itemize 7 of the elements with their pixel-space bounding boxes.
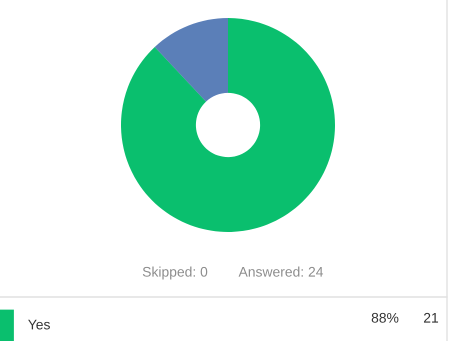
text: Skipped: 0 bbox=[142, 266, 208, 280]
donut-slice bbox=[154, 18, 228, 102]
data-label: 88% bbox=[372, 312, 398, 323]
legend-label: Yes bbox=[28, 320, 50, 330]
text: 21 bbox=[424, 312, 438, 323]
text: Answered: 24 bbox=[238, 266, 324, 277]
donut-slice bbox=[121, 18, 335, 232]
